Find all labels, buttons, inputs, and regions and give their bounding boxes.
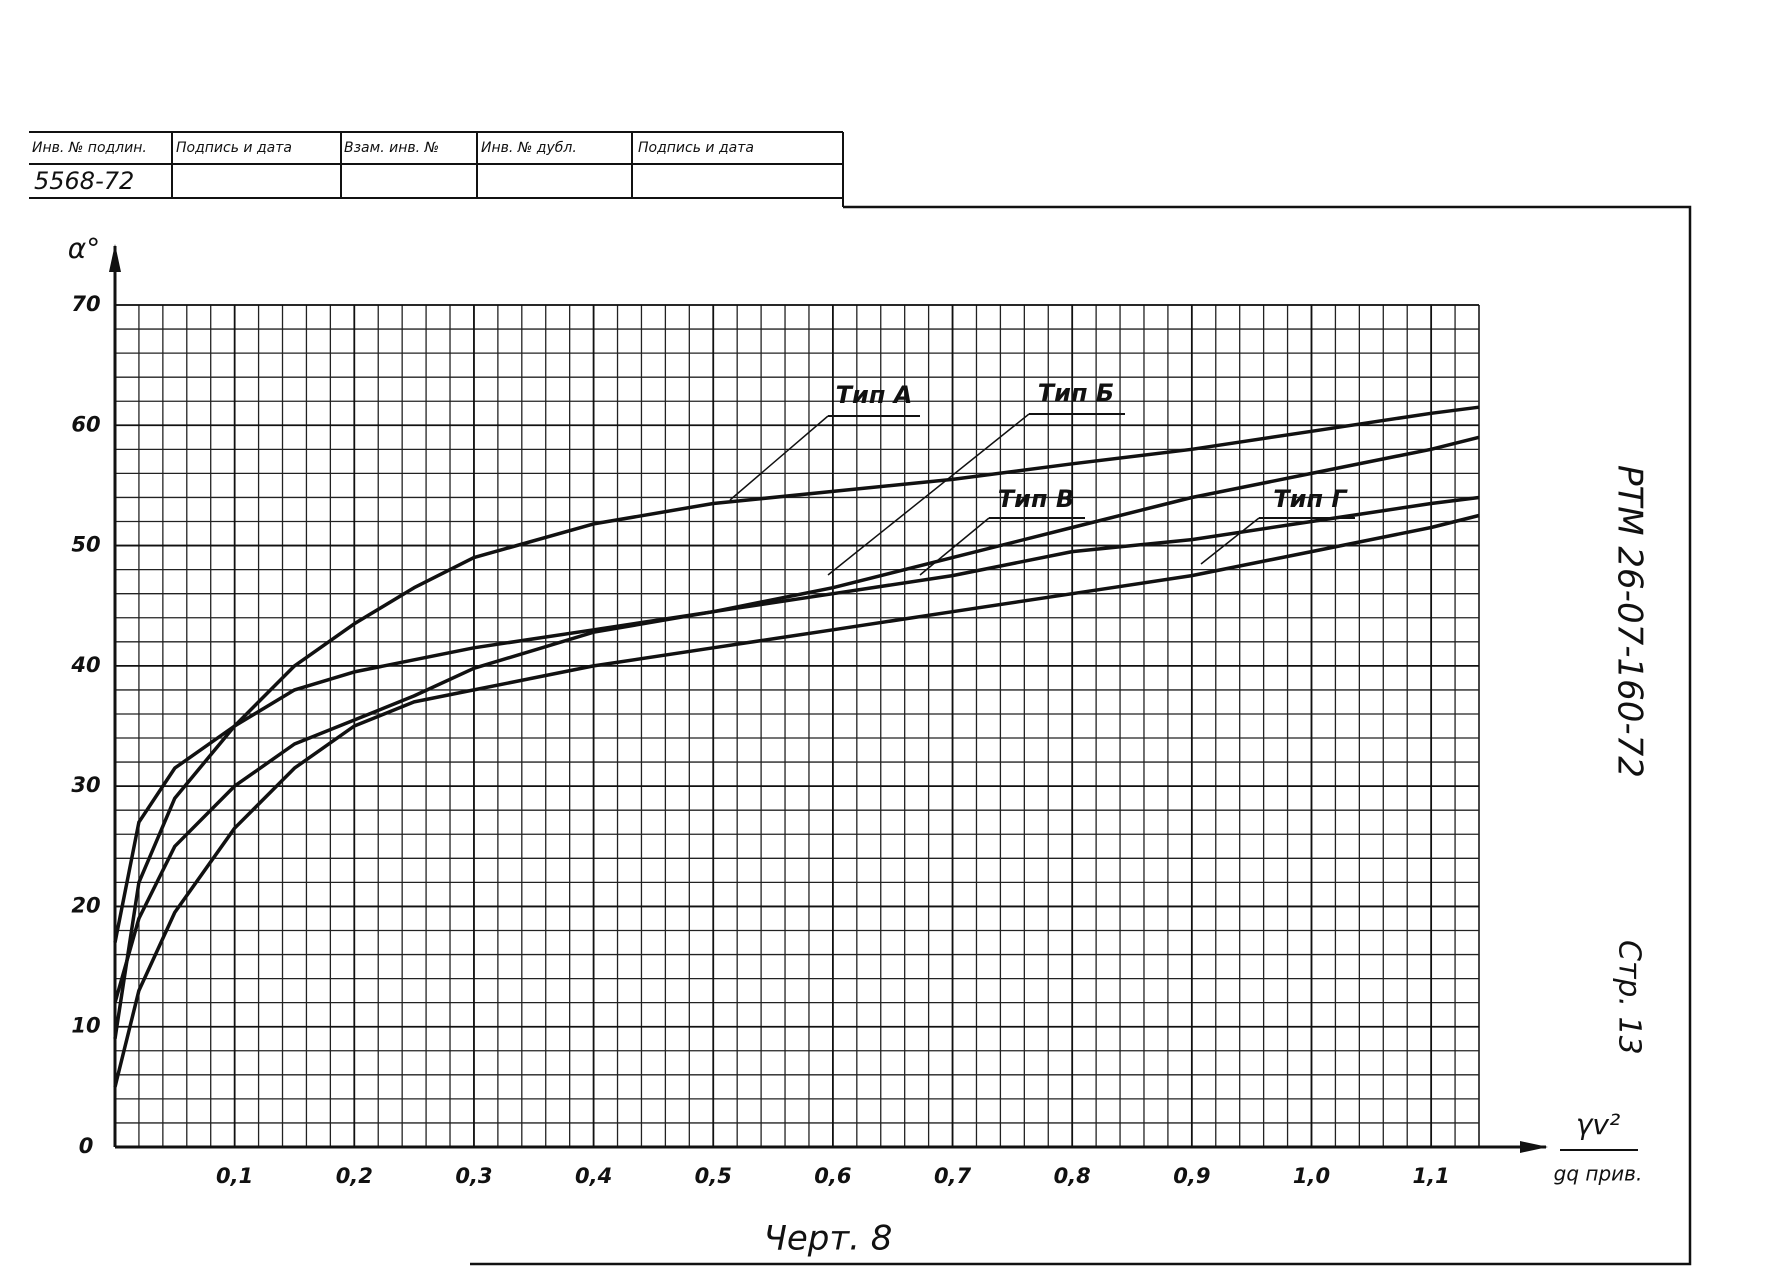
curve (113, 405, 1480, 1039)
x-axis-label: gq прив. (1554, 1162, 1643, 1186)
curve (113, 435, 1480, 1004)
x-tick-label: 1,0 (1293, 1164, 1330, 1188)
y-tick-label: 60 (71, 412, 100, 436)
leader-line (729, 415, 829, 501)
x-axis-label: γv² (1576, 1108, 1620, 1141)
stamp-header: Инв. № подлин. (32, 140, 147, 156)
y-tick-label: 0 (79, 1134, 94, 1158)
x-tick-label: 0,8 (1054, 1164, 1091, 1188)
x-tick-label: 0,9 (1173, 1164, 1210, 1188)
y-tick-label: 30 (71, 773, 100, 797)
y-tick-label: 20 (71, 893, 100, 917)
legend-label: Тип Б (1038, 379, 1114, 407)
stamp-table (29, 131, 844, 207)
x-tick-label: 0,5 (695, 1164, 732, 1188)
x-axis-arrow (1520, 1141, 1548, 1153)
stamp-header: Взам. инв. № (344, 140, 439, 156)
x-tick-label: 0,6 (814, 1164, 851, 1188)
x-tick-label: 0,2 (336, 1164, 373, 1188)
leader-line (919, 517, 990, 576)
legend-label: Тип Г (1273, 485, 1348, 513)
page-number: Стр. 13 (1612, 940, 1647, 1055)
plot: 0 10 20 30 40 50 60 70 0,1 0,2 0,3 0,4 0,5 0,6 0,7 0,8 0… (68, 232, 1643, 1259)
legend-label: Тип В (998, 485, 1074, 513)
y-axis-label: α° (68, 232, 100, 265)
y-tick-label: 10 (71, 1014, 100, 1038)
stamp-header: Инв. № дубл. (481, 140, 577, 156)
legend-label: Тип А (836, 381, 913, 409)
y-tick-label: 40 (70, 653, 100, 677)
stamp-headers: Инв. № подлин. Подпись и дата Взам. инв.… (32, 140, 754, 195)
page-frame (470, 205, 1692, 1266)
caption: Черт. 8 (764, 1219, 893, 1259)
x-tick-label: 1,1 (1413, 1164, 1450, 1188)
stamp-value: 5568-72 (34, 167, 134, 195)
stamp-header: Подпись и дата (638, 140, 754, 156)
y-axis-arrow (109, 244, 121, 272)
leader-line (1200, 517, 1260, 565)
stamp-header: Подпись и дата (176, 140, 292, 156)
x-tick-label: 0,3 (455, 1164, 492, 1188)
leader-line (827, 413, 1030, 576)
document-code: РТМ 26-07-160-72 (1610, 465, 1650, 778)
curve (113, 495, 1480, 943)
x-tick-label: 0,4 (575, 1164, 612, 1188)
x-tick-label: 0,1 (216, 1164, 253, 1188)
y-tick-label: 50 (71, 533, 100, 557)
curve (113, 513, 1480, 1088)
x-tick-label: 0,7 (934, 1164, 972, 1188)
y-tick-label: 70 (71, 292, 100, 316)
